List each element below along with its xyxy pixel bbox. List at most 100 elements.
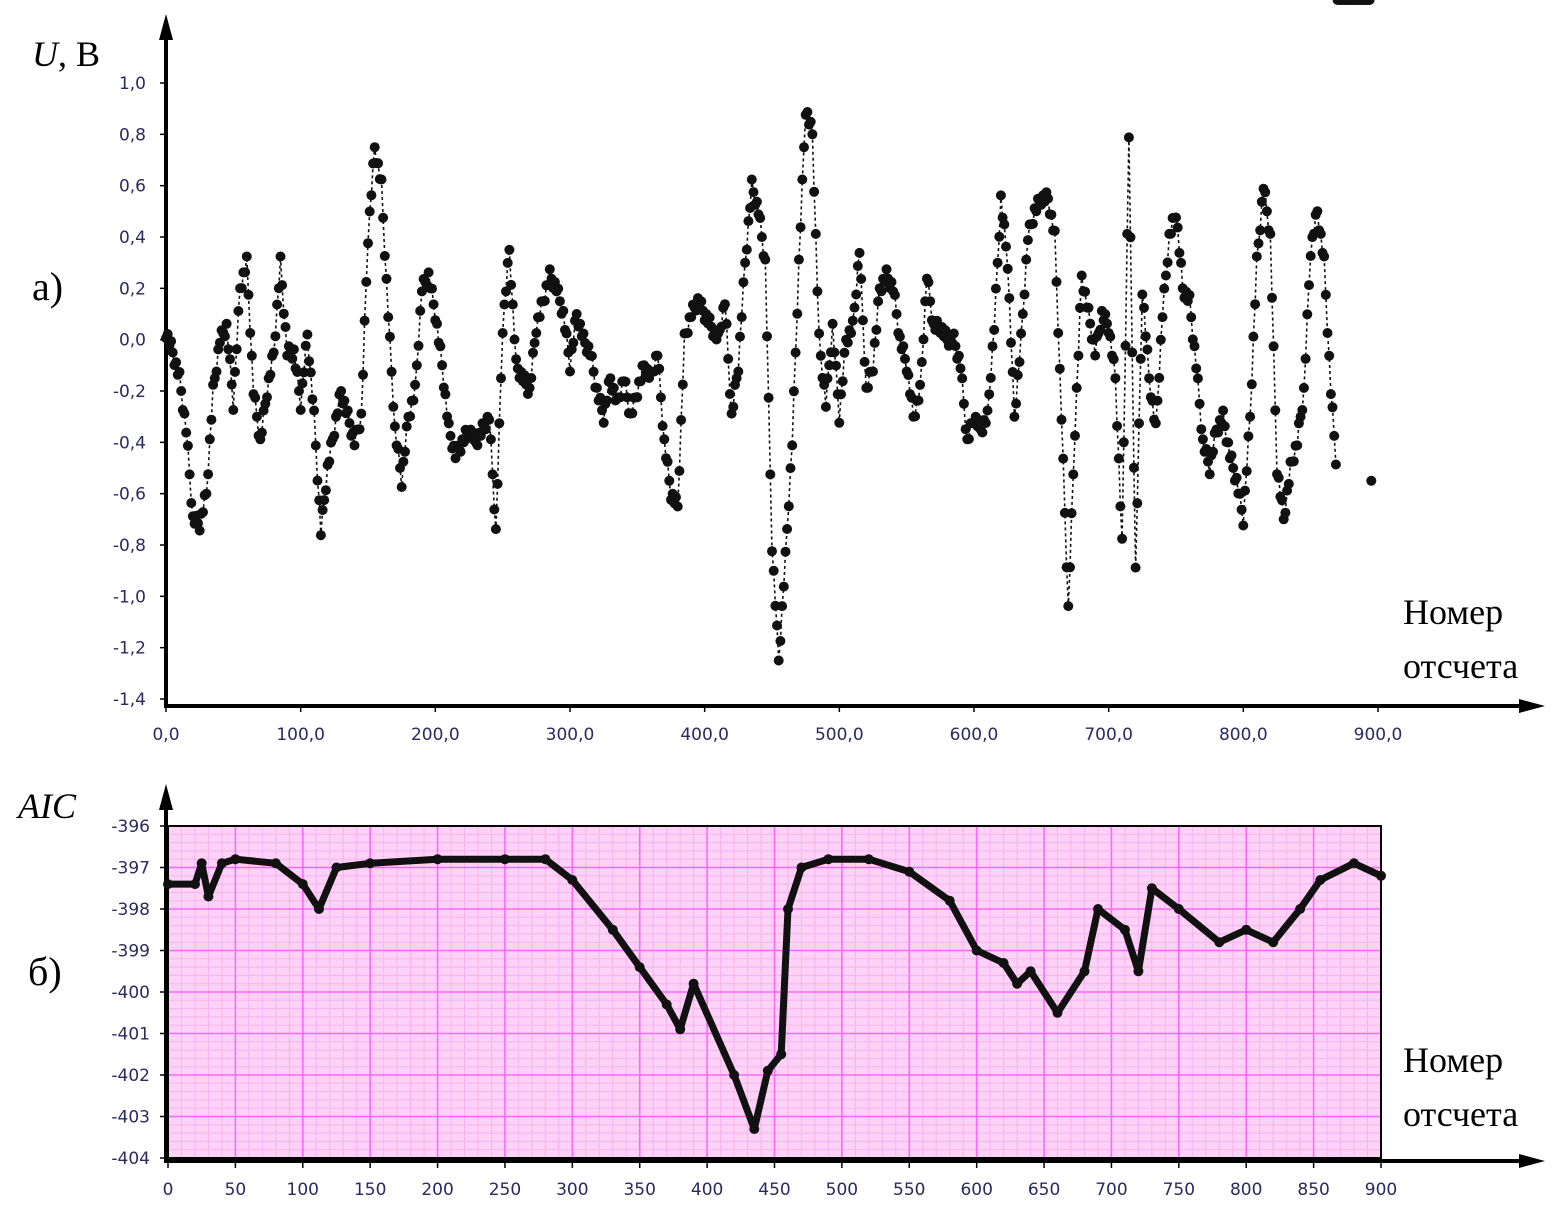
- chart-a-data-point: [300, 340, 311, 351]
- chart-a-data-point: [359, 315, 370, 326]
- chart-a-data-point: [1140, 331, 1151, 342]
- chart-a-data-point: [1304, 280, 1314, 291]
- chart-b-data-point: [675, 1024, 686, 1035]
- chart-b-x-tick-label: 750: [1163, 1180, 1195, 1200]
- chart-a-data-point: [278, 308, 289, 319]
- chart-a-data-point: [1329, 430, 1340, 441]
- chart-a-data-point: [408, 395, 419, 406]
- chart-a-data-point: [384, 331, 395, 342]
- chart-b-data-point: [1241, 924, 1252, 935]
- chart-b-data-point: [270, 858, 281, 869]
- chart-a-data-point: [807, 129, 818, 140]
- chart-a-data-point: [851, 289, 862, 300]
- chart-b-x-arrow-head: [1519, 1154, 1545, 1168]
- chart-a-data-point: [815, 350, 826, 361]
- chart-a-data-point: [455, 446, 466, 457]
- chart-b-panel-label: б): [28, 949, 62, 994]
- chart-a-data-point: [1260, 187, 1271, 198]
- chart-a-data-point: [989, 324, 1000, 335]
- chart-a-data-point: [1283, 478, 1294, 489]
- chart-a-series: [161, 0, 1377, 666]
- chart-b-y-arrow-head: [159, 784, 173, 810]
- chart-a-data-point: [531, 328, 542, 338]
- chart-a-data-point: [287, 353, 298, 364]
- chart-a-data-point: [349, 440, 360, 451]
- chart-a-data-point: [443, 418, 454, 429]
- chart-a-data-point: [295, 405, 306, 415]
- chart-b-x-tick-label: 250: [489, 1180, 521, 1200]
- chart-a-data-point: [657, 421, 668, 431]
- chart-a-data-point: [802, 107, 813, 117]
- chart-a-data-point: [309, 405, 320, 416]
- chart-a-data-point: [379, 251, 390, 261]
- chart-b-data-point: [762, 1065, 773, 1076]
- chart-a-data-point: [1006, 337, 1016, 348]
- chart-a-data-point: [297, 378, 308, 389]
- chart-a-data-point: [226, 379, 237, 390]
- chart-b-data-point: [904, 866, 915, 877]
- chart-a-data-point: [963, 434, 974, 444]
- chart-a-data-point: [664, 475, 675, 486]
- chart-a-data-point: [735, 331, 745, 342]
- chart-b-data-point: [1119, 924, 1130, 935]
- chart-a-data-point: [632, 392, 643, 403]
- chart-a-data-point: [499, 299, 510, 310]
- chart-a-data-point: [756, 232, 767, 242]
- chart-a-data-point: [373, 158, 384, 169]
- chart-a-data-point: [1204, 469, 1215, 480]
- chart-b-data-point: [1079, 966, 1090, 977]
- chart-a-data-point: [262, 392, 272, 403]
- chart-a-data-point: [886, 277, 897, 287]
- chart-a-data-point: [1113, 453, 1124, 464]
- chart-a-data-point: [1051, 276, 1062, 287]
- chart-a-data-point: [799, 142, 809, 153]
- chart-a-data-point: [1154, 372, 1165, 383]
- chart-b-data-point: [190, 879, 200, 890]
- chart-a-data-point: [863, 382, 873, 393]
- chart-a-data-point: [837, 376, 848, 387]
- chart-a-data-point: [950, 341, 961, 352]
- chart-a-data-point: [925, 296, 936, 307]
- chart-b-data-point: [863, 854, 874, 865]
- chart-a-data-point: [809, 186, 820, 197]
- chart-b-data-point: [634, 962, 645, 973]
- chart-b-data-point: [796, 862, 807, 873]
- chart-a-data-point: [868, 366, 878, 377]
- chart-a-x-tick-label: 400,0: [680, 725, 729, 745]
- chart-a-data-point: [1256, 196, 1267, 207]
- chart-a-data-point: [1192, 373, 1203, 384]
- chart-a-data-point: [1155, 334, 1166, 345]
- chart-a-data-point: [1120, 340, 1131, 351]
- chart-a-data-point: [507, 299, 518, 310]
- chart-a-data-point: [389, 421, 400, 432]
- chart-a-data-point: [1080, 286, 1091, 297]
- chart-a-data-point: [561, 328, 572, 339]
- chart-a-data-point: [869, 338, 880, 348]
- chart-a-data-point: [1152, 395, 1163, 406]
- chart-a-data-point: [1112, 421, 1123, 431]
- chart-a-data-point: [915, 379, 926, 390]
- chart-a-data-point: [1251, 251, 1262, 262]
- chart-b-x-tick-label: 50: [225, 1180, 247, 1200]
- chart-a-data-point: [364, 206, 375, 217]
- chart-a-data-point: [320, 485, 331, 496]
- chart-a-data-point: [1063, 601, 1074, 612]
- chart-a-data-point: [1144, 373, 1155, 384]
- chart-a-data-point: [411, 360, 422, 371]
- chart-a-data-point: [201, 488, 212, 499]
- chart-b-data-point: [567, 875, 578, 885]
- chart-b-data-point: [1093, 904, 1103, 914]
- chart-a-x-tick-label: 300,0: [546, 725, 595, 745]
- chart-a-data-point: [265, 369, 276, 380]
- chart-a-data-point: [740, 257, 751, 268]
- chart-a-data-point: [1016, 328, 1027, 339]
- chart-a-data-point: [1231, 472, 1242, 483]
- chart-a-data-point: [995, 190, 1006, 201]
- chart-a-data-point: [1366, 475, 1377, 486]
- chart-a-data-point: [1315, 228, 1326, 239]
- chart-b-x-tick-label: 100: [287, 1180, 319, 1200]
- chart-a-data-point: [1324, 350, 1335, 361]
- chart-a-data-point: [733, 366, 744, 377]
- chart-b-data-point: [1052, 1007, 1063, 1018]
- chart-b-y-tick-label: -397: [111, 859, 150, 879]
